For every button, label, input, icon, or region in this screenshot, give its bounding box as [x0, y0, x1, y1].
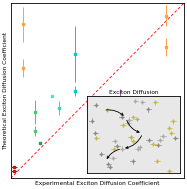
- Y-axis label: Theoretical Exciton Diffusion Coefficient: Theoretical Exciton Diffusion Coefficien…: [4, 32, 8, 150]
- X-axis label: Experimental Exciton Diffusion Coefficient: Experimental Exciton Diffusion Coefficie…: [35, 180, 159, 186]
